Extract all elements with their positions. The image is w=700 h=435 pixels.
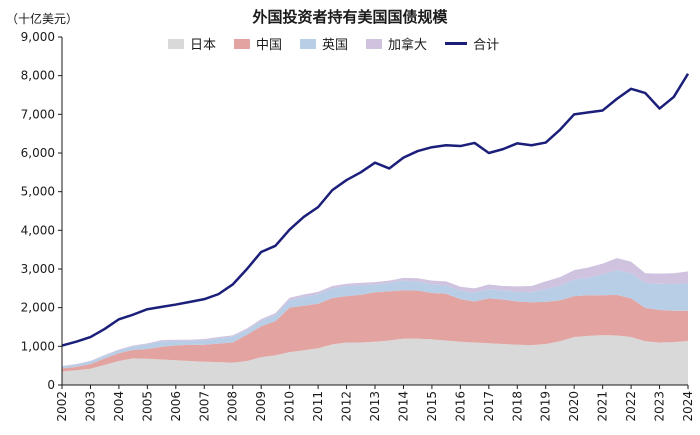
area-china bbox=[62, 290, 688, 372]
area-japan bbox=[62, 335, 688, 385]
x-tick-label: 2009 bbox=[254, 391, 268, 422]
x-tick-label: 2022 bbox=[624, 391, 638, 422]
legend-label-total: 合计 bbox=[473, 38, 500, 53]
y-tick-label: 5,000 bbox=[21, 185, 55, 199]
legend-item-canada: 加拿大 bbox=[366, 34, 427, 53]
y-tick-label: 7,000 bbox=[21, 107, 55, 121]
x-tick-label: 2018 bbox=[510, 391, 524, 422]
x-tick-label: 2006 bbox=[169, 391, 183, 422]
x-tick-label: 2020 bbox=[567, 391, 581, 422]
legend-swatch-china bbox=[234, 38, 251, 49]
x-tick-label: 2017 bbox=[482, 391, 496, 422]
x-tick-label: 2011 bbox=[311, 391, 325, 422]
y-tick-label: 0 bbox=[47, 378, 55, 392]
x-tick-label: 2002 bbox=[55, 391, 69, 422]
y-axis-unit-label: （十亿美元） bbox=[6, 12, 79, 26]
y-tick-label: 1,000 bbox=[21, 339, 55, 353]
x-tick-label: 2021 bbox=[596, 391, 610, 422]
x-tick-label: 2016 bbox=[453, 391, 467, 422]
line-total bbox=[61, 73, 690, 347]
legend-swatch-canada bbox=[366, 38, 383, 49]
y-tick-label: 4,000 bbox=[21, 223, 55, 237]
x-tick-label: 2015 bbox=[425, 391, 439, 422]
area-uk bbox=[62, 270, 688, 369]
legend-line-total bbox=[445, 42, 468, 45]
legend-label-canada: 加拿大 bbox=[388, 38, 428, 53]
y-tick-label: 9,000 bbox=[21, 30, 55, 44]
legend-label-uk: 英国 bbox=[322, 38, 349, 53]
y-tick-label: 2,000 bbox=[21, 301, 55, 315]
legend-item-japan: 日本 bbox=[168, 34, 216, 53]
x-tick-label: 2004 bbox=[112, 391, 126, 422]
legend: 日本 中国 英国 加拿大 合计 bbox=[168, 34, 499, 53]
area-canada bbox=[62, 258, 688, 367]
x-tick-label: 2007 bbox=[197, 391, 211, 422]
chart-title: 外国投资者持有美国国债规模 bbox=[252, 8, 448, 26]
legend-swatch-uk bbox=[300, 38, 317, 49]
x-tick-label: 2005 bbox=[140, 391, 154, 422]
x-tick-label: 2013 bbox=[368, 391, 382, 422]
legend-label-japan: 日本 bbox=[190, 38, 217, 53]
x-tick-label: 2012 bbox=[340, 391, 354, 422]
x-tick-label: 2008 bbox=[226, 391, 240, 422]
legend-swatch-japan bbox=[168, 38, 184, 49]
y-tick-label: 6,000 bbox=[21, 146, 55, 160]
legend-item-uk: 英国 bbox=[300, 34, 348, 53]
x-tick-label: 2010 bbox=[283, 391, 297, 422]
y-tick-label: 3,000 bbox=[21, 262, 55, 276]
legend-label-china: 中国 bbox=[256, 38, 283, 53]
y-tick-label: 8,000 bbox=[21, 69, 55, 83]
x-tick-label: 2024 bbox=[681, 391, 695, 422]
x-tick-label: 2014 bbox=[396, 391, 410, 422]
legend-item-total: 合计 bbox=[445, 34, 499, 53]
legend-item-china: 中国 bbox=[234, 34, 282, 53]
x-tick-label: 2019 bbox=[539, 391, 553, 422]
x-tick-label: 2003 bbox=[83, 391, 97, 422]
x-tick-label: 2023 bbox=[653, 391, 667, 422]
